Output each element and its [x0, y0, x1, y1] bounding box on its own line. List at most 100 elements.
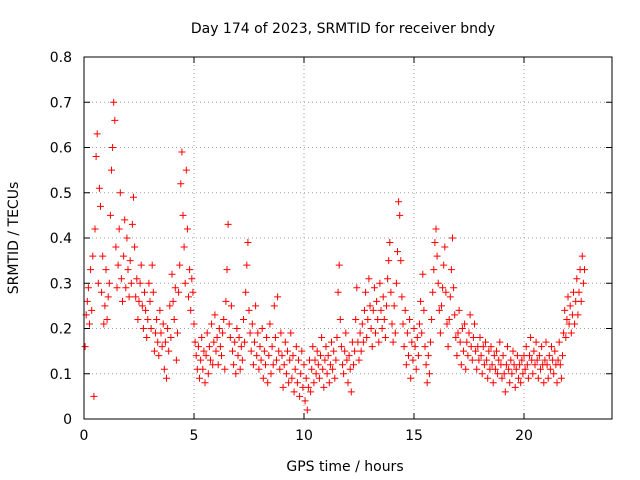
- data-point: [566, 302, 574, 310]
- data-point: [234, 352, 242, 360]
- data-point: [527, 334, 535, 342]
- data-point: [289, 352, 297, 360]
- data-point: [309, 343, 317, 351]
- data-point: [176, 261, 184, 269]
- data-point: [362, 288, 370, 296]
- data-point: [438, 302, 445, 310]
- data-point: [87, 266, 95, 274]
- data-point: [370, 284, 378, 292]
- data-point: [399, 320, 407, 328]
- data-point: [114, 261, 122, 269]
- data-point: [509, 347, 517, 355]
- data-point: [312, 370, 320, 378]
- data-point: [241, 338, 249, 346]
- data-point: [443, 320, 451, 328]
- data-point: [556, 361, 564, 369]
- data-point: [181, 279, 189, 287]
- data-point: [137, 261, 145, 269]
- data-point: [530, 347, 538, 355]
- data-point: [485, 347, 493, 355]
- data-point: [498, 374, 506, 382]
- data-point: [254, 329, 262, 337]
- data-point: [457, 361, 465, 369]
- data-point: [120, 252, 128, 260]
- data-point: [506, 379, 514, 387]
- data-point: [188, 275, 196, 283]
- data-point: [225, 320, 233, 328]
- data-point: [253, 352, 261, 360]
- data-point: [421, 343, 429, 351]
- data-points: [81, 98, 588, 414]
- data-point: [412, 365, 420, 373]
- y-tick-label: 0: [63, 412, 72, 428]
- data-point: [518, 356, 526, 364]
- data-point: [442, 288, 450, 296]
- data-point: [496, 338, 504, 346]
- data-point: [431, 239, 439, 247]
- data-point: [564, 293, 572, 301]
- data-point: [256, 343, 264, 351]
- y-tick-label: 0.4: [50, 231, 72, 247]
- data-point: [302, 374, 310, 382]
- data-point: [462, 365, 470, 373]
- data-point: [512, 365, 520, 373]
- grid-lines: [84, 57, 612, 419]
- data-point: [105, 279, 113, 287]
- data-point: [108, 166, 115, 174]
- data-point: [269, 361, 277, 369]
- data-point: [205, 343, 213, 351]
- data-point: [237, 343, 245, 351]
- data-point: [356, 329, 364, 337]
- data-point: [274, 293, 282, 301]
- data-point: [258, 325, 266, 332]
- data-point: [557, 374, 565, 382]
- data-point: [245, 306, 253, 314]
- data-point: [91, 225, 99, 233]
- data-point: [246, 329, 254, 337]
- data-point: [122, 284, 130, 292]
- data-point: [124, 266, 132, 274]
- data-point: [453, 352, 461, 360]
- data-point: [540, 379, 548, 387]
- data-point: [478, 370, 486, 378]
- data-point: [156, 306, 164, 314]
- data-point: [416, 320, 423, 328]
- data-point: [405, 352, 412, 360]
- data-point: [353, 284, 361, 292]
- data-point: [533, 356, 541, 364]
- data-point: [574, 311, 582, 319]
- data-point: [524, 374, 532, 382]
- data-point: [88, 306, 96, 314]
- data-point: [224, 220, 232, 228]
- data-point: [397, 257, 405, 265]
- data-point: [545, 352, 553, 360]
- data-point: [133, 275, 141, 283]
- data-point: [170, 315, 178, 323]
- data-point: [81, 343, 89, 351]
- data-point: [335, 261, 343, 269]
- data-point: [255, 365, 263, 373]
- data-point: [218, 352, 225, 360]
- data-point: [177, 180, 185, 188]
- data-point: [319, 365, 327, 373]
- data-point: [450, 284, 458, 292]
- data-point: [411, 343, 419, 351]
- data-point: [126, 257, 134, 265]
- data-point: [252, 302, 260, 310]
- data-point: [95, 184, 103, 192]
- data-point: [417, 297, 425, 305]
- data-point: [456, 338, 464, 346]
- data-point: [567, 329, 575, 337]
- y-tick-label: 0.1: [50, 367, 72, 383]
- y-tick-label: 0.6: [50, 141, 72, 157]
- data-point: [300, 361, 308, 369]
- data-point: [516, 361, 524, 369]
- data-point: [476, 334, 484, 342]
- data-point: [373, 297, 381, 305]
- data-point: [484, 374, 492, 382]
- data-point: [265, 352, 273, 360]
- data-point: [374, 315, 382, 323]
- data-point: [203, 329, 211, 337]
- data-point: [455, 306, 463, 314]
- data-point: [534, 374, 542, 382]
